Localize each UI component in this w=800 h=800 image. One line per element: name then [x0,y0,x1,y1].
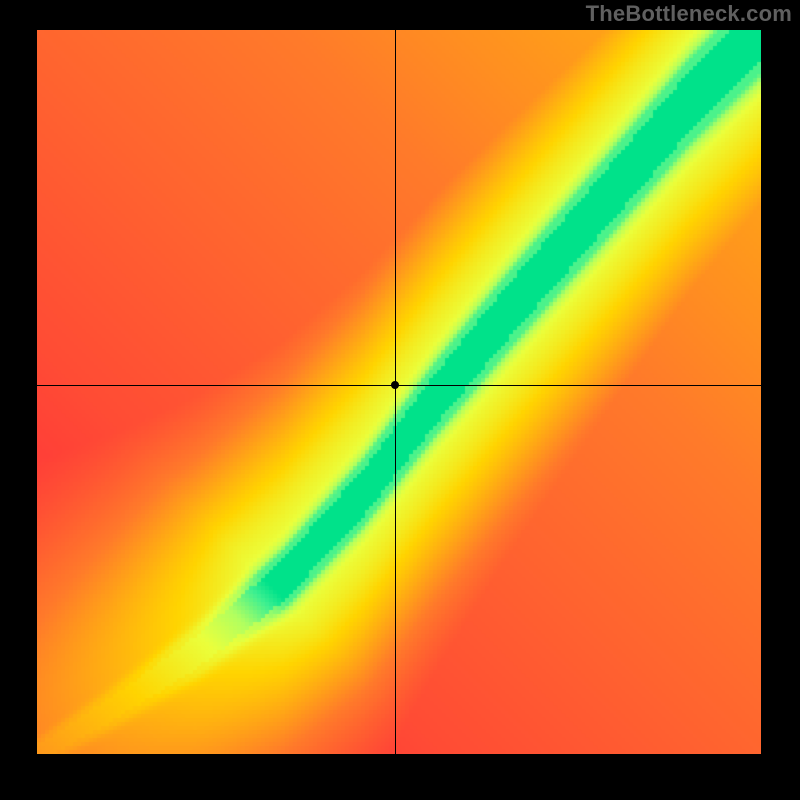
heatmap-canvas [37,30,761,754]
chart-stage: TheBottleneck.com [0,0,800,800]
heatmap-plot [37,30,761,754]
attribution-label: TheBottleneck.com [586,1,792,27]
